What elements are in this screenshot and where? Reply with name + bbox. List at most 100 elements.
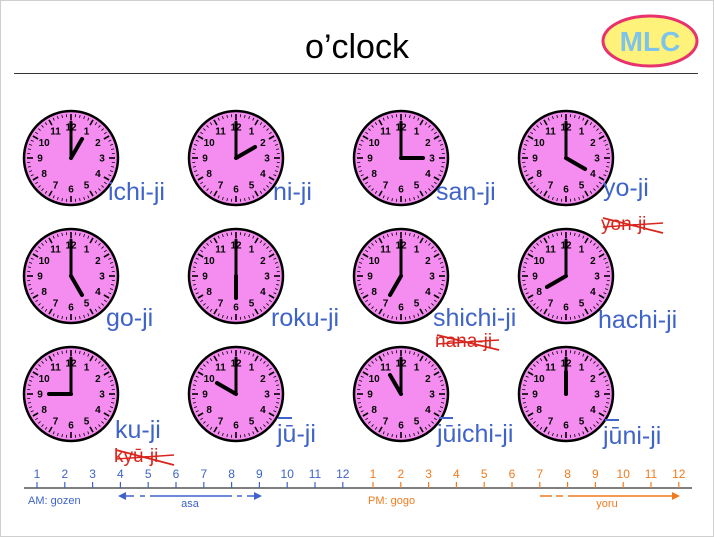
clock-tick: [604, 262, 608, 264]
clock-tick: [52, 353, 55, 357]
am-hour-number: 8: [228, 467, 235, 481]
clock-tick: [200, 417, 204, 421]
clock-tick: [266, 128, 269, 131]
clock-numeral: 4: [590, 405, 596, 416]
clock-tick: [103, 371, 110, 376]
macron-mark: [605, 419, 619, 421]
clock-tick: [197, 371, 204, 376]
clock-numeral: 4: [95, 287, 101, 298]
clock-numeral: 7: [383, 298, 389, 309]
clock-tick: [222, 314, 224, 318]
clock-tick: [274, 380, 278, 382]
clock-numeral: 6: [563, 185, 569, 196]
clock-tick: [578, 234, 580, 238]
clock-tick: [533, 185, 536, 188]
clock-tick: [525, 257, 529, 260]
clock-tick: [552, 196, 554, 200]
clock-tick: [57, 314, 59, 318]
clock-tick: [29, 288, 33, 290]
clock-tick: [266, 185, 269, 188]
clock-numeral: 8: [536, 405, 542, 416]
clock-tick: [589, 426, 593, 430]
clock-tick: [409, 198, 411, 202]
clock-tick: [530, 367, 534, 371]
clock-tick: [428, 424, 431, 427]
clock-tick: [433, 253, 440, 258]
clock-numeral: 2: [590, 138, 596, 149]
clock-tick: [409, 350, 411, 354]
clock-tick: [268, 181, 272, 185]
clock-tick: [593, 361, 596, 364]
clock-tick: [378, 119, 383, 126]
clock-numeral: 1: [249, 245, 255, 256]
clock-numeral: 8: [206, 169, 212, 180]
clock-tick: [359, 144, 363, 146]
clock-tick: [276, 266, 280, 268]
clock-tick: [197, 135, 204, 140]
pm-hour-number: 11: [645, 467, 658, 481]
clock-tick: [431, 364, 434, 367]
clock-tick: [87, 431, 90, 435]
clock-tick: [365, 299, 369, 303]
clock-tick: [371, 306, 374, 309]
clock-tick: [263, 361, 266, 364]
clock-tick: [266, 364, 269, 367]
clock-tick: [578, 314, 580, 318]
clock-tick: [274, 288, 278, 290]
clock-tick: [584, 308, 589, 315]
clock-tick: [44, 358, 48, 362]
clock-tick: [44, 122, 48, 126]
strike-through-mark: [115, 449, 175, 466]
clock-tick: [273, 174, 277, 177]
clock-numeral: 8: [41, 287, 47, 298]
clock-numeral: 4: [260, 405, 266, 416]
hour-hand: [214, 381, 238, 396]
clock-tick: [108, 292, 112, 295]
clock-tick: [604, 170, 608, 172]
am-hour-number: 5: [145, 467, 152, 481]
clock-label-9: ku-ji: [115, 416, 161, 444]
clock-tick: [433, 176, 440, 181]
clock-tick: [606, 148, 610, 150]
clock-numeral: 7: [548, 416, 554, 427]
clock-tick: [431, 128, 434, 131]
clock-tick: [424, 240, 428, 244]
clock-tick: [598, 294, 605, 299]
clock-numeral: 3: [429, 272, 435, 283]
clock-tick: [217, 235, 220, 239]
clock-tick: [32, 371, 39, 376]
clock-tick: [439, 406, 443, 408]
clock-tick: [268, 299, 272, 303]
clock-numeral: 4: [260, 287, 266, 298]
clock-tick: [52, 195, 55, 199]
clock-tick: [30, 410, 34, 413]
clock-numeral: 1: [414, 127, 420, 138]
clock-tick: [524, 144, 528, 146]
clock-tick: [574, 198, 576, 202]
clock-tick: [438, 139, 442, 142]
clock-tick: [424, 122, 428, 126]
clock-tick: [203, 246, 206, 249]
clock-numeral: 9: [367, 390, 373, 401]
clock-tick: [38, 364, 41, 367]
clock-tick: [433, 181, 437, 185]
clock-numeral: 8: [206, 405, 212, 416]
clock-tick: [374, 240, 378, 244]
clock-tick: [522, 166, 526, 168]
clock-numeral: 11: [545, 363, 556, 374]
clock-tick: [584, 355, 589, 362]
clock-tick: [409, 434, 411, 438]
clock-tick: [368, 303, 371, 306]
clock-tick: [438, 375, 442, 378]
clock-tick: [41, 125, 44, 128]
clock-tick: [263, 188, 266, 191]
clock-numeral: 2: [590, 256, 596, 267]
clock-tick: [35, 181, 39, 185]
clock-tick: [259, 122, 263, 126]
clock-tick: [101, 421, 104, 424]
clock-tick: [533, 364, 536, 367]
clock-tick: [582, 235, 585, 239]
clock-numeral: 2: [260, 138, 266, 149]
hour-hand: [388, 274, 403, 298]
clock-tick: [109, 144, 113, 146]
